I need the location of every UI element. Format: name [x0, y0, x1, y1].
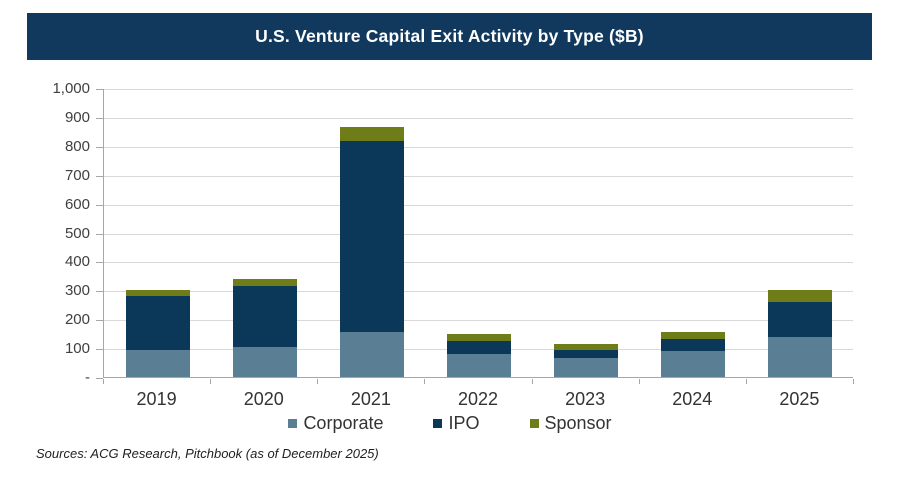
y-tick-mark: [96, 204, 103, 206]
gridline: [104, 89, 853, 90]
gridline: [104, 146, 853, 148]
legend-swatch-sponsor: [529, 419, 539, 428]
y-tick-mark: [96, 233, 103, 235]
x-tick-label: 2022: [457, 389, 499, 409]
x-tick-mark: [103, 379, 104, 384]
bar-segment-sponsor-2019: [125, 290, 190, 297]
bar-segment-ipo-2021: [339, 141, 404, 333]
bar-segment-sponsor-2021: [339, 127, 404, 142]
y-tick-label: 200: [64, 311, 90, 329]
x-tick-mark: [210, 379, 212, 384]
y-tick-mark: [96, 117, 103, 119]
legend-label-corporate: Corporate: [303, 413, 384, 433]
x-tick-mark: [853, 379, 854, 384]
legend-swatch-corporate: [288, 419, 298, 428]
y-tick-label: 400: [64, 253, 90, 271]
bar-segment-ipo-2025: [768, 301, 833, 337]
legend: Corporate IPO Sponsor: [0, 413, 900, 434]
y-tick-label: 800: [64, 137, 90, 155]
y-tick-mark: [96, 89, 103, 90]
y-tick-mark: [96, 175, 103, 177]
legend-item-corporate: Corporate: [288, 413, 383, 434]
y-tick-mark: [96, 262, 103, 264]
x-tick-label: 2023: [565, 389, 606, 409]
bar-segment-corporate-2023: [554, 358, 619, 377]
bar-segment-sponsor-2025: [768, 290, 833, 302]
x-tick-label: 2025: [779, 389, 820, 409]
bar-segment-sponsor-2022: [447, 333, 511, 341]
x-tick-mark: [745, 379, 747, 384]
y-tick-mark: [96, 146, 103, 148]
legend-label-sponsor: Sponsor: [544, 413, 612, 433]
bar-segment-corporate-2019: [125, 349, 190, 377]
y-tick-mark: [96, 291, 103, 293]
y-tick-label: 600: [64, 195, 90, 213]
y-tick-label: -: [85, 369, 90, 386]
bar-segment-corporate-2020: [232, 346, 297, 377]
y-tick-label: 900: [64, 108, 90, 126]
legend-swatch-ipo: [433, 419, 443, 428]
x-tick-mark: [424, 379, 426, 384]
legend-label-ipo: IPO: [448, 413, 480, 433]
gridline: [104, 175, 853, 177]
chart-title: U.S. Venture Capital Exit Activity by Ty…: [255, 26, 644, 46]
x-tick-mark: [638, 379, 640, 384]
bar-segment-ipo-2024: [661, 339, 726, 351]
gridline: [104, 233, 853, 235]
legend-item-sponsor: Sponsor: [529, 413, 612, 434]
x-tick-label: 2024: [672, 389, 713, 409]
y-tick-mark: [96, 320, 103, 322]
bar-segment-sponsor-2020: [232, 278, 297, 286]
bar-segment-ipo-2019: [125, 296, 190, 350]
bar-segment-ipo-2020: [232, 285, 297, 347]
source-note: Sources: ACG Research, Pitchbook (as of …: [36, 446, 379, 461]
chart-title-bar: U.S. Venture Capital Exit Activity by Ty…: [27, 13, 872, 60]
x-tick-mark: [317, 379, 319, 384]
y-tick-mark: [96, 349, 103, 351]
x-tick-label: 2021: [350, 389, 391, 409]
bar-segment-corporate-2022: [447, 353, 511, 377]
y-tick-mark: [96, 378, 103, 379]
y-tick-label: 700: [64, 166, 90, 184]
bar-segment-corporate-2024: [661, 351, 726, 377]
plot-area: [103, 89, 853, 378]
y-tick-label: 1,000: [52, 80, 90, 97]
bar-segment-sponsor-2023: [554, 343, 619, 350]
x-tick-label: 2020: [243, 389, 284, 409]
y-tick-label: 500: [64, 224, 90, 242]
y-tick-label: 100: [64, 340, 90, 358]
gridline: [104, 320, 853, 322]
gridline: [104, 117, 853, 119]
bar-segment-corporate-2025: [768, 336, 833, 377]
bar-segment-sponsor-2024: [661, 332, 726, 340]
legend-item-ipo: IPO: [433, 413, 480, 434]
bar-segment-corporate-2021: [339, 332, 404, 377]
gridline: [104, 204, 853, 206]
y-tick-label: 300: [64, 282, 90, 300]
x-tick-mark: [531, 379, 533, 384]
gridline: [104, 291, 853, 293]
gridline: [104, 262, 853, 264]
bar-segment-ipo-2023: [554, 349, 619, 359]
x-tick-label: 2019: [136, 389, 177, 409]
bar-segment-ipo-2022: [447, 340, 511, 354]
